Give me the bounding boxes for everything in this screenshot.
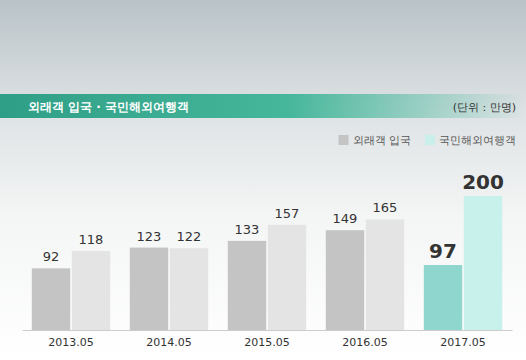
x-tick-label: 2016.05 [342, 336, 388, 349]
data-label: 123 [137, 229, 162, 244]
data-label: 149 [333, 211, 358, 226]
data-label: 200 [462, 170, 504, 194]
bar [32, 268, 70, 330]
bar [72, 251, 110, 330]
x-tick-label: 2017.05 [440, 336, 486, 349]
x-tick-label: 2013.05 [48, 336, 94, 349]
data-label: 118 [79, 232, 104, 247]
data-label: 157 [275, 206, 300, 221]
legend-item: 외래객 입국 [339, 134, 412, 147]
x-tick: 2013.05 [48, 330, 94, 349]
x-tick: 2014.05 [146, 330, 192, 349]
x-tick: 2017.05 [440, 330, 486, 349]
title: 외래객 입국 · 국민해외여행객 [28, 100, 189, 114]
legend-item: 국민해외여행객 [425, 134, 516, 147]
data-label: 122 [177, 229, 202, 244]
bar [326, 230, 364, 330]
data-label: 92 [43, 249, 60, 264]
bar [130, 248, 168, 330]
bar [170, 248, 208, 330]
bar [424, 265, 462, 330]
subtitle: (단위 : 만명) [453, 101, 516, 114]
data-label: 133 [235, 222, 260, 237]
data-label: 165 [373, 200, 398, 215]
bar [268, 225, 306, 330]
bar [464, 196, 502, 330]
bars [32, 196, 502, 330]
background [0, 0, 526, 360]
legend-label: 국민해외여행객 [439, 134, 516, 147]
chart: 외래객 입국 · 국민해외여행객 (단위 : 만명) 외래객 입국 국민해외여행객 92… [0, 0, 526, 360]
legend-swatch [425, 135, 435, 145]
data-labels: 92 123 133 149 97 118 122 157 165 200 [43, 170, 504, 264]
x-tick-label: 2014.05 [146, 336, 192, 349]
bar [228, 241, 266, 330]
x-tick: 2015.05 [244, 330, 290, 349]
x-tick-label: 2015.05 [244, 336, 290, 349]
x-tick: 2016.05 [342, 330, 388, 349]
x-axis-line [23, 330, 513, 331]
legend-swatch [339, 135, 349, 145]
legend-label: 외래객 입국 [353, 134, 412, 147]
data-label: 97 [429, 239, 457, 263]
title-banner [0, 94, 526, 118]
legend: 외래객 입국 국민해외여행객 [339, 134, 517, 147]
bar [366, 219, 404, 330]
x-axis: 2013.05 2014.05 2015.05 2016.05 2017.05 [23, 330, 513, 349]
